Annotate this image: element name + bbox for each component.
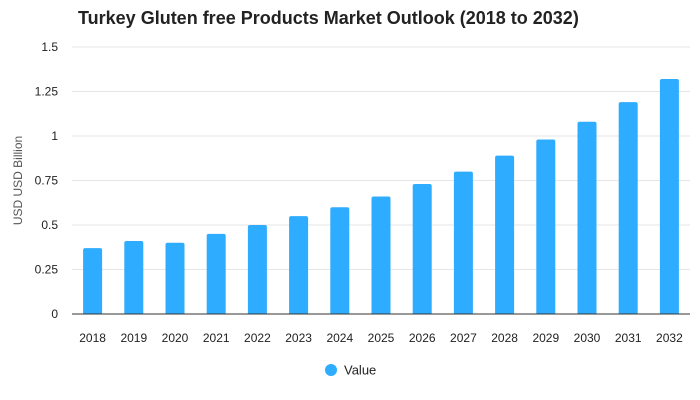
y-tick-label: 0 — [51, 307, 58, 321]
y-tick-label: 0.5 — [41, 218, 58, 232]
x-tick-label: 2031 — [615, 331, 642, 345]
legend-marker[interactable] — [325, 364, 337, 376]
bar-2019[interactable] — [124, 241, 144, 314]
bar-2030[interactable] — [577, 121, 597, 314]
bar-2031[interactable] — [618, 102, 638, 315]
chart-title: Turkey Gluten free Products Market Outlo… — [78, 8, 579, 28]
x-tick-label: 2023 — [285, 331, 312, 345]
x-tick-label: 2026 — [409, 331, 436, 345]
bar-2027[interactable] — [453, 171, 473, 314]
bar-2023[interactable] — [289, 216, 309, 314]
bar-2029[interactable] — [536, 139, 556, 314]
bar-2032[interactable] — [659, 79, 679, 314]
y-tick-label: 1.25 — [35, 85, 59, 99]
x-tick-label: 2027 — [450, 331, 477, 345]
bars — [83, 79, 679, 315]
x-tick-label: 2025 — [368, 331, 395, 345]
bar-2024[interactable] — [330, 207, 350, 314]
y-axis-label: USD USD Billion — [11, 136, 25, 225]
bar-2020[interactable] — [165, 242, 185, 314]
x-tick-label: 2022 — [244, 331, 271, 345]
x-tick-label: 2032 — [656, 331, 683, 345]
x-tick-label: 2019 — [120, 331, 147, 345]
y-tick-label: 1.5 — [41, 40, 58, 54]
bar-2022[interactable] — [247, 225, 267, 314]
x-tick-label: 2020 — [162, 331, 189, 345]
bar-2028[interactable] — [495, 155, 515, 314]
bar-2018[interactable] — [83, 248, 103, 314]
y-tick-label: 1 — [51, 129, 58, 143]
y-tick-label: 0.75 — [35, 174, 59, 188]
legend-label[interactable]: Value — [344, 363, 376, 378]
x-tick-label: 2021 — [203, 331, 230, 345]
tick-labels: 0 0.25 0.5 0.75 1 1.25 1.5 2018 2019 2020 2021 2022… — [11, 40, 683, 345]
bar-2021[interactable] — [206, 233, 226, 314]
x-tick-label: 2024 — [326, 331, 353, 345]
x-tick-label: 2030 — [574, 331, 601, 345]
legend[interactable]: Value — [325, 363, 376, 378]
x-tick-label: 2028 — [491, 331, 518, 345]
x-tick-label: 2018 — [79, 331, 106, 345]
y-tick-label: 0.25 — [35, 263, 59, 277]
bar-2025[interactable] — [371, 196, 391, 314]
x-tick-label: 2029 — [532, 331, 559, 345]
bar-2026[interactable] — [412, 184, 432, 314]
